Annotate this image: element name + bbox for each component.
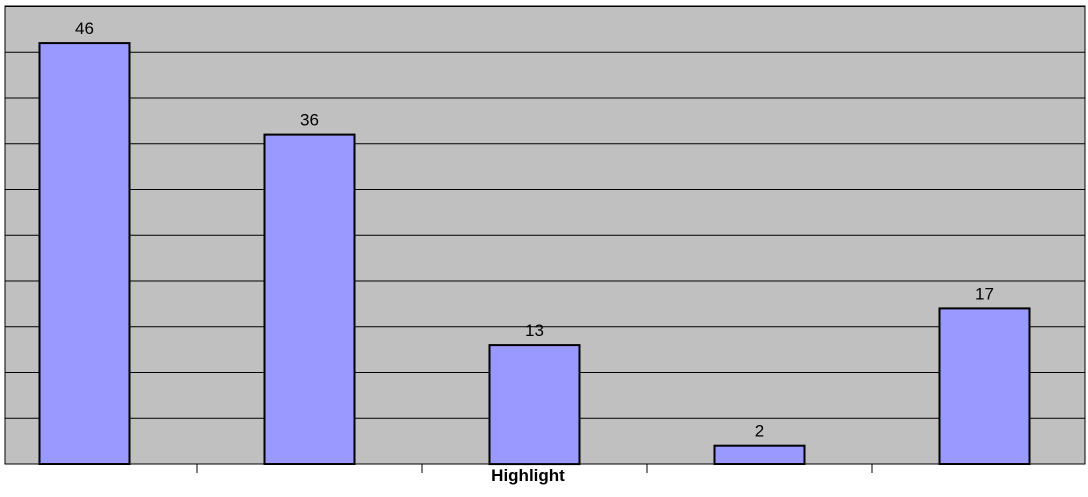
data-label: 17 — [975, 284, 994, 303]
bar — [488, 344, 581, 466]
data-labels: 46 36 13 2 17 — [75, 19, 994, 441]
bar — [263, 133, 356, 465]
data-label: 36 — [300, 111, 319, 130]
data-label: 46 — [75, 19, 94, 38]
data-label: 13 — [525, 321, 544, 340]
gridlines — [5, 6, 1085, 419]
bar — [713, 444, 806, 466]
bar — [38, 42, 131, 465]
x-axis-title: Highlight — [491, 466, 565, 485]
data-label: 2 — [755, 422, 764, 441]
bar — [938, 307, 1031, 465]
x-axis-ticks — [196, 464, 873, 473]
